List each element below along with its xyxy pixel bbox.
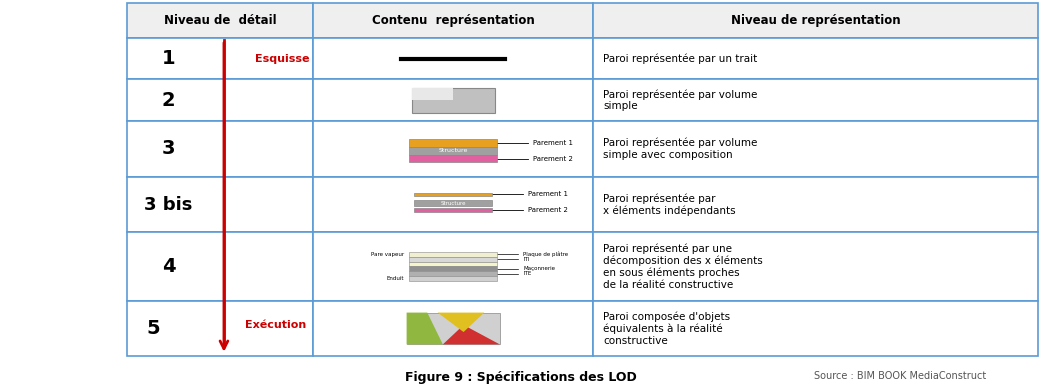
Bar — [313, 38, 593, 79]
Bar — [409, 266, 498, 271]
Text: Structure: Structure — [438, 148, 467, 153]
Bar — [313, 121, 593, 177]
Bar — [409, 155, 498, 162]
Bar — [412, 88, 494, 113]
Text: Paroi composée d'objets
équivalents à la réalité
constructive: Paroi composée d'objets équivalents à la… — [604, 311, 731, 346]
Bar — [593, 301, 1038, 356]
Text: Enduit: Enduit — [386, 276, 404, 281]
Bar — [127, 79, 313, 121]
Text: Source : BIM BOOK MediaConstruct: Source : BIM BOOK MediaConstruct — [814, 371, 987, 381]
Bar — [313, 232, 593, 301]
Text: 3 bis: 3 bis — [145, 195, 193, 214]
Bar — [593, 232, 1038, 301]
Bar — [593, 38, 1038, 79]
Bar — [313, 3, 593, 38]
Bar — [412, 88, 453, 100]
Bar — [409, 252, 498, 257]
Bar — [313, 301, 593, 356]
Bar — [409, 257, 498, 262]
Text: 1: 1 — [161, 49, 175, 68]
Text: ITE: ITE — [523, 271, 531, 276]
Text: Paroi représentée par volume
simple avec composition: Paroi représentée par volume simple avec… — [604, 137, 758, 160]
Bar — [127, 3, 313, 38]
Bar — [313, 79, 593, 121]
Polygon shape — [442, 325, 500, 344]
Bar — [593, 121, 1038, 177]
Bar — [127, 38, 313, 79]
Text: Niveau de représentation: Niveau de représentation — [731, 14, 900, 27]
Bar — [414, 208, 492, 212]
Text: Niveau de  détail: Niveau de détail — [163, 14, 277, 27]
Text: ITI: ITI — [523, 257, 530, 262]
Text: 4: 4 — [161, 257, 175, 276]
Text: Structure: Structure — [440, 201, 466, 206]
Text: Plaque de plâtre: Plaque de plâtre — [523, 252, 568, 257]
Bar — [409, 262, 498, 266]
Bar — [409, 147, 498, 155]
Bar — [593, 177, 1038, 232]
Bar — [409, 271, 498, 276]
Text: Parement 1: Parement 1 — [533, 140, 574, 146]
Text: Parement 2: Parement 2 — [528, 207, 568, 213]
Bar — [127, 232, 313, 301]
Bar — [127, 301, 313, 356]
Bar — [409, 139, 498, 147]
Text: Parement 2: Parement 2 — [533, 156, 574, 162]
Text: Maçonnerie: Maçonnerie — [523, 266, 555, 271]
Text: Pare vapeur: Pare vapeur — [371, 252, 404, 257]
Bar — [409, 276, 498, 281]
Bar — [313, 177, 593, 232]
Text: Paroi représentée par
x éléments indépendants: Paroi représentée par x éléments indépen… — [604, 193, 736, 216]
Polygon shape — [437, 313, 484, 332]
Text: 5: 5 — [146, 319, 159, 338]
Text: 2: 2 — [161, 91, 175, 110]
Bar — [593, 79, 1038, 121]
Polygon shape — [407, 313, 442, 344]
Text: Esquisse: Esquisse — [255, 54, 309, 64]
Bar — [127, 177, 313, 232]
Text: Paroi représenté par une
décomposition des x éléments
en sous éléments proches
d: Paroi représenté par une décomposition d… — [604, 243, 763, 290]
Text: Parement 1: Parement 1 — [528, 192, 568, 197]
Text: Exécution: Exécution — [245, 320, 306, 330]
Text: Figure 9 : Spécifications des LOD: Figure 9 : Spécifications des LOD — [405, 371, 636, 384]
Bar — [127, 121, 313, 177]
Text: Paroi représentée par volume
simple: Paroi représentée par volume simple — [604, 89, 758, 111]
Text: Contenu  représentation: Contenu représentation — [372, 14, 535, 27]
Bar — [414, 192, 492, 196]
Bar — [407, 313, 500, 344]
Bar — [593, 3, 1038, 38]
Text: 3: 3 — [161, 139, 175, 158]
Bar — [414, 200, 492, 207]
Text: Paroi représentée par un trait: Paroi représentée par un trait — [604, 53, 758, 64]
